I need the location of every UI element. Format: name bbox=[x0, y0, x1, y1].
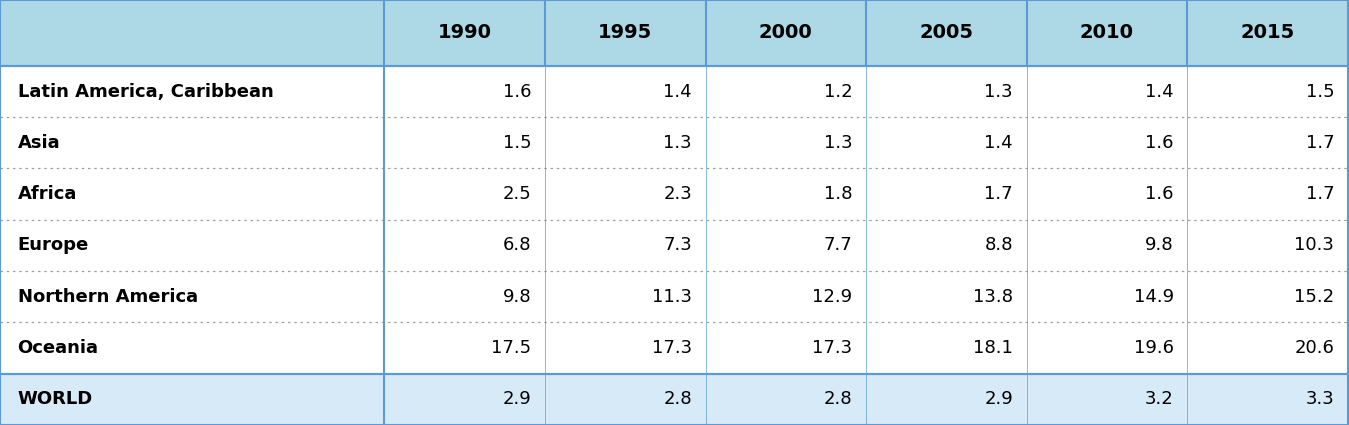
Text: 9.8: 9.8 bbox=[1145, 236, 1174, 255]
Text: 1.6: 1.6 bbox=[1145, 134, 1174, 152]
Text: 2.9: 2.9 bbox=[503, 390, 532, 408]
Text: 3.2: 3.2 bbox=[1145, 390, 1174, 408]
Text: 1.3: 1.3 bbox=[664, 134, 692, 152]
Text: 1.3: 1.3 bbox=[985, 82, 1013, 101]
Text: 1.5: 1.5 bbox=[1306, 82, 1334, 101]
Text: 1990: 1990 bbox=[437, 23, 492, 42]
Text: 1.7: 1.7 bbox=[1306, 185, 1334, 203]
Text: 1.7: 1.7 bbox=[1306, 134, 1334, 152]
Text: 8.8: 8.8 bbox=[985, 236, 1013, 255]
Bar bbox=[0, 66, 1348, 117]
Text: 10.3: 10.3 bbox=[1294, 236, 1334, 255]
Text: Europe: Europe bbox=[18, 236, 89, 255]
Text: 2.9: 2.9 bbox=[985, 390, 1013, 408]
Text: 7.3: 7.3 bbox=[664, 236, 692, 255]
Text: 13.8: 13.8 bbox=[973, 288, 1013, 306]
Text: 17.3: 17.3 bbox=[652, 339, 692, 357]
Text: 1.4: 1.4 bbox=[1145, 82, 1174, 101]
Text: 17.3: 17.3 bbox=[812, 339, 853, 357]
Text: 7.7: 7.7 bbox=[824, 236, 853, 255]
Text: 1.2: 1.2 bbox=[824, 82, 853, 101]
Text: 1.6: 1.6 bbox=[1145, 185, 1174, 203]
Text: Asia: Asia bbox=[18, 134, 61, 152]
Text: Latin America, Caribbean: Latin America, Caribbean bbox=[18, 82, 274, 101]
Text: 9.8: 9.8 bbox=[503, 288, 532, 306]
Text: 2.8: 2.8 bbox=[824, 390, 853, 408]
Text: 1.5: 1.5 bbox=[503, 134, 532, 152]
Bar bbox=[0, 271, 1348, 323]
Text: 1.4: 1.4 bbox=[985, 134, 1013, 152]
Text: 19.6: 19.6 bbox=[1133, 339, 1174, 357]
Text: 2005: 2005 bbox=[919, 23, 974, 42]
Text: 1.4: 1.4 bbox=[664, 82, 692, 101]
Text: 14.9: 14.9 bbox=[1133, 288, 1174, 306]
Bar bbox=[0, 0, 1348, 66]
Text: 1.3: 1.3 bbox=[824, 134, 853, 152]
Text: 1.7: 1.7 bbox=[985, 185, 1013, 203]
Text: 1.6: 1.6 bbox=[503, 82, 532, 101]
Bar bbox=[0, 220, 1348, 271]
Text: Oceania: Oceania bbox=[18, 339, 98, 357]
Text: 3.3: 3.3 bbox=[1306, 390, 1334, 408]
Text: WORLD: WORLD bbox=[18, 390, 93, 408]
Text: 2010: 2010 bbox=[1079, 23, 1135, 42]
Text: 1995: 1995 bbox=[598, 23, 653, 42]
Text: 17.5: 17.5 bbox=[491, 339, 532, 357]
Bar bbox=[0, 168, 1348, 220]
Text: 12.9: 12.9 bbox=[812, 288, 853, 306]
Bar bbox=[0, 323, 1348, 374]
Text: 11.3: 11.3 bbox=[652, 288, 692, 306]
Text: Africa: Africa bbox=[18, 185, 77, 203]
Text: 6.8: 6.8 bbox=[503, 236, 532, 255]
Text: 20.6: 20.6 bbox=[1294, 339, 1334, 357]
Text: 2.8: 2.8 bbox=[664, 390, 692, 408]
Text: 2.5: 2.5 bbox=[503, 185, 532, 203]
Text: Northern America: Northern America bbox=[18, 288, 198, 306]
Text: 2000: 2000 bbox=[759, 23, 812, 42]
Text: 15.2: 15.2 bbox=[1294, 288, 1334, 306]
Text: 2.3: 2.3 bbox=[664, 185, 692, 203]
Text: 18.1: 18.1 bbox=[973, 339, 1013, 357]
Bar bbox=[0, 374, 1348, 425]
Text: 2015: 2015 bbox=[1240, 23, 1295, 42]
Text: 1.8: 1.8 bbox=[824, 185, 853, 203]
Bar bbox=[0, 117, 1348, 168]
